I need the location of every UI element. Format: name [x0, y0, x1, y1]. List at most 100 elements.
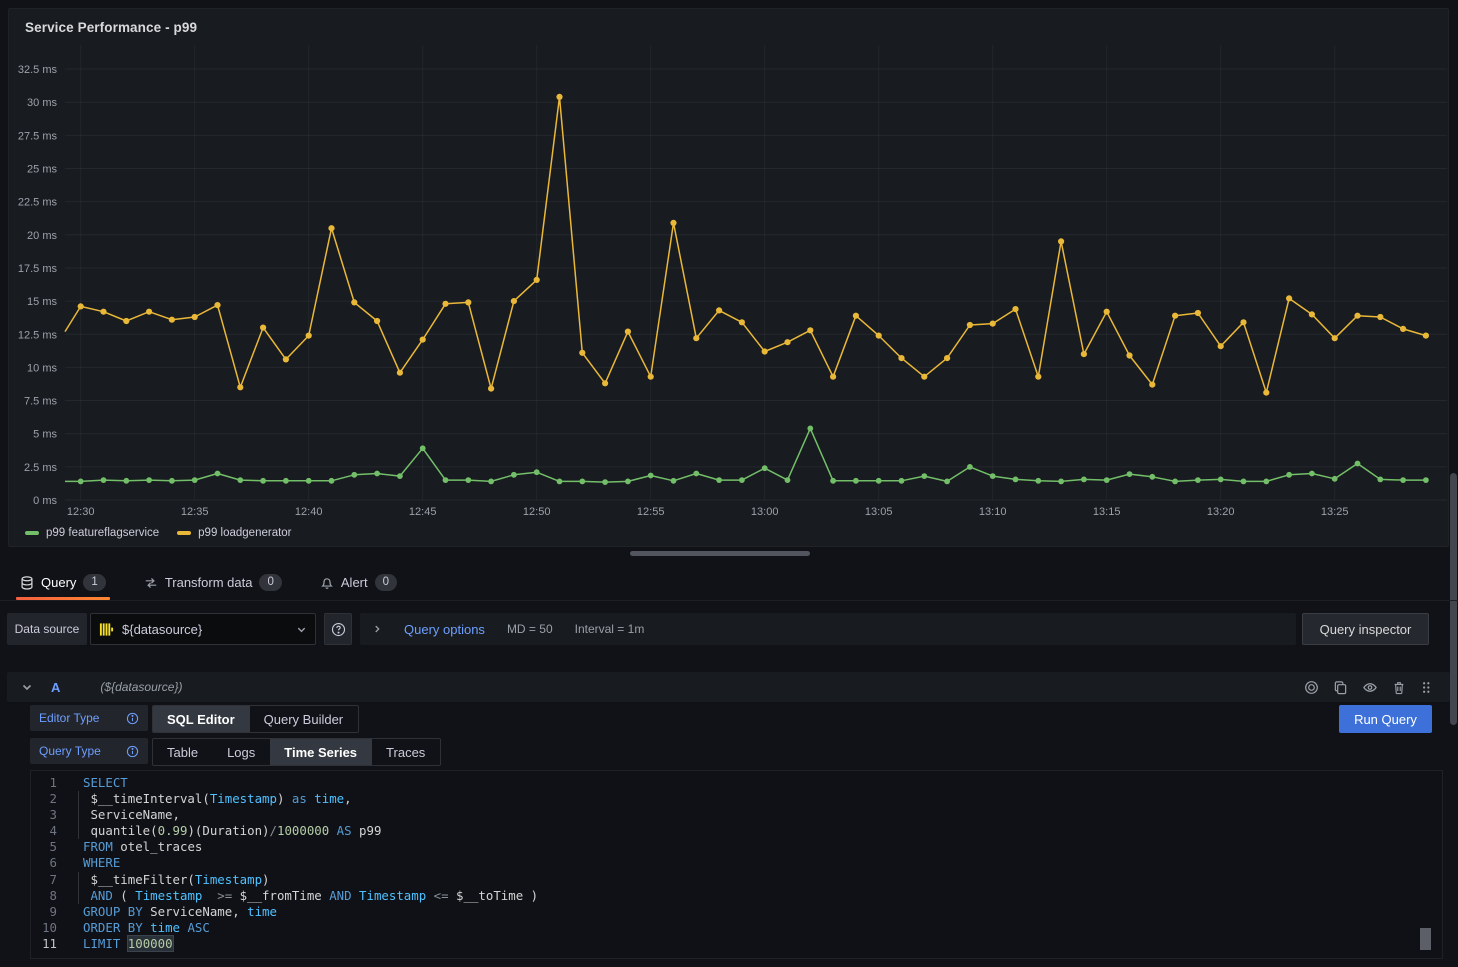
drag-handle-icon[interactable]	[1420, 680, 1432, 695]
editor-type-label: Editor Type	[30, 705, 148, 731]
line-number: 5	[31, 839, 83, 855]
panel-title: Service Performance - p99	[25, 20, 197, 35]
clickhouse-logo-icon	[99, 622, 114, 637]
code-line-10[interactable]: 10ORDER BY time ASC	[31, 920, 1442, 936]
info-icon[interactable]	[126, 712, 139, 725]
query-inspector-button[interactable]: Query inspector	[1302, 613, 1429, 645]
timeseries-panel: Service Performance - p99 0 ms2.5 ms5 ms…	[8, 8, 1449, 547]
query-options-link[interactable]: Query options	[404, 622, 485, 637]
query-type-option-time-series[interactable]: Time Series	[270, 739, 372, 765]
query-datasource-hint: (${datasource})	[100, 680, 182, 694]
svg-text:15 ms: 15 ms	[27, 296, 57, 308]
legend-item-loadgenerator[interactable]: p99 loadgenerator	[177, 527, 291, 539]
query-row-header[interactable]: A (${datasource})	[7, 672, 1450, 702]
tab-label: Query	[41, 575, 76, 590]
indent-guide	[78, 807, 79, 823]
sql-code-editor[interactable]: 1SELECT2 $__timeInterval(Timestamp) as t…	[30, 770, 1443, 959]
query-type-option-table[interactable]: Table	[153, 739, 213, 765]
svg-text:12:50: 12:50	[523, 506, 551, 518]
query-type-option-traces[interactable]: Traces	[372, 739, 440, 765]
disable-query-icon[interactable]	[1304, 680, 1319, 695]
line-number: 6	[31, 855, 83, 871]
transform-icon	[144, 576, 158, 590]
tab-badge: 1	[83, 574, 105, 591]
timeseries-svg: 0 ms2.5 ms5 ms7.5 ms10 ms12.5 ms15 ms17.…	[9, 45, 1448, 527]
max-data-points-value: MD = 50	[507, 622, 553, 636]
line-number: 1	[31, 775, 83, 791]
legend-label: p99 loadgenerator	[198, 527, 291, 539]
horizontal-scrollbar-thumb[interactable]	[630, 551, 810, 556]
tab-alert[interactable]: Alert 0	[316, 565, 401, 600]
query-type-option-logs[interactable]: Logs	[213, 739, 270, 765]
tab-query[interactable]: Query 1	[16, 565, 110, 600]
svg-text:5 ms: 5 ms	[33, 429, 57, 441]
editor-overview-cursor-marker	[1420, 928, 1431, 950]
svg-text:22.5 ms: 22.5 ms	[18, 197, 58, 209]
line-number: 2	[31, 791, 83, 807]
legend-item-featureflagservice[interactable]: p99 featureflagservice	[25, 527, 159, 539]
indent-guide	[78, 823, 79, 839]
svg-text:13:15: 13:15	[1093, 506, 1121, 518]
svg-text:17.5 ms: 17.5 ms	[18, 263, 58, 275]
code-line-8[interactable]: 8 AND ( Timestamp >= $__fromTime AND Tim…	[31, 888, 1442, 904]
tab-transform-data[interactable]: Transform data 0	[140, 565, 286, 600]
code-line-1[interactable]: 1SELECT	[31, 775, 1442, 791]
line-number: 4	[31, 823, 83, 839]
line-number: 8	[31, 888, 83, 904]
svg-text:13:05: 13:05	[865, 506, 893, 518]
svg-text:30 ms: 30 ms	[27, 97, 57, 109]
legend-color-swatch	[177, 531, 191, 535]
code-line-2[interactable]: 2 $__timeInterval(Timestamp) as time,	[31, 791, 1442, 807]
code-line-3[interactable]: 3 ServiceName,	[31, 807, 1442, 823]
svg-text:12:45: 12:45	[409, 506, 437, 518]
run-query-button[interactable]: Run Query	[1339, 705, 1432, 733]
query-type-group: TableLogsTime SeriesTraces	[152, 738, 441, 766]
editor-type-group: SQL EditorQuery Builder	[152, 705, 359, 733]
database-icon	[20, 576, 34, 590]
svg-text:12:35: 12:35	[181, 506, 209, 518]
tab-label: Transform data	[165, 575, 253, 590]
editor-type-option-sql-editor[interactable]: SQL Editor	[153, 706, 250, 732]
svg-text:12:55: 12:55	[637, 506, 665, 518]
code-line-6[interactable]: 6WHERE	[31, 855, 1442, 871]
chevron-down-icon	[296, 624, 307, 635]
code-line-11[interactable]: 11LIMIT 100000	[31, 936, 1442, 952]
active-tab-underline	[16, 597, 110, 600]
svg-text:32.5 ms: 32.5 ms	[18, 64, 58, 76]
info-icon[interactable]	[126, 745, 139, 758]
tab-label: Alert	[341, 575, 368, 590]
indent-guide	[78, 872, 79, 888]
code-line-4[interactable]: 4 quantile(0.99)(Duration)/1000000 AS p9…	[31, 823, 1442, 839]
collapse-chevron-icon[interactable]	[21, 681, 33, 693]
svg-text:13:20: 13:20	[1207, 506, 1235, 518]
interval-value: Interval = 1m	[575, 622, 645, 636]
delete-query-trash-icon[interactable]	[1392, 680, 1406, 695]
line-number: 7	[31, 872, 83, 888]
query-type-label: Query Type	[30, 738, 148, 764]
datasource-value: ${datasource}	[122, 622, 288, 637]
datasource-help-button[interactable]	[324, 613, 352, 645]
code-line-5[interactable]: 5FROM otel_traces	[31, 839, 1442, 855]
svg-text:12:30: 12:30	[67, 506, 95, 518]
editor-type-option-query-builder[interactable]: Query Builder	[250, 706, 358, 732]
query-ref-id: A	[51, 680, 60, 695]
indent-guide	[78, 791, 79, 807]
query-type-label-text: Query Type	[39, 744, 101, 758]
code-line-9[interactable]: 9GROUP BY ServiceName, time	[31, 904, 1442, 920]
duplicate-query-icon[interactable]	[1333, 680, 1348, 695]
chart-canvas[interactable]: 0 ms2.5 ms5 ms7.5 ms10 ms12.5 ms15 ms17.…	[9, 45, 1448, 527]
svg-text:25 ms: 25 ms	[27, 164, 57, 176]
svg-text:13:00: 13:00	[751, 506, 779, 518]
chevron-right-icon[interactable]	[372, 624, 382, 634]
datasource-select[interactable]: ${datasource}	[90, 613, 316, 645]
query-options-bar: Query options MD = 50 Interval = 1m	[360, 613, 1296, 645]
svg-text:13:10: 13:10	[979, 506, 1007, 518]
hide-response-eye-icon[interactable]	[1362, 680, 1378, 695]
series-line-p99-featureflagservice	[65, 428, 1426, 482]
editor-type-label-text: Editor Type	[39, 711, 99, 725]
chart-legend: p99 featureflagservice p99 loadgenerator	[25, 527, 292, 539]
code-line-7[interactable]: 7 $__timeFilter(Timestamp)	[31, 872, 1442, 888]
svg-text:0 ms: 0 ms	[33, 495, 57, 507]
svg-text:10 ms: 10 ms	[27, 362, 57, 374]
line-number: 9	[31, 904, 83, 920]
